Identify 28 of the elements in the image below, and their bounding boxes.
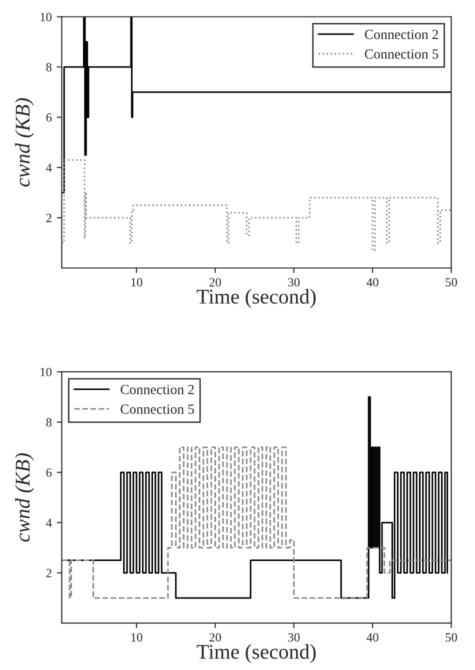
x-tick-label: 50 (446, 633, 458, 642)
y-tick-label: 4 (46, 518, 52, 527)
y-axis-title: cwnd (KB) (15, 98, 34, 187)
y-tick-label: 6 (46, 113, 52, 122)
y-tick-label: 4 (46, 164, 52, 172)
legend-label: Connection 5 (120, 404, 194, 414)
legend-label: Connection 5 (364, 49, 438, 59)
y-tick-label: 6 (46, 468, 52, 477)
legend-label: Connection 2 (364, 30, 438, 40)
y-tick-label: 8 (46, 418, 52, 427)
y-tick-label: 8 (46, 63, 52, 72)
x-axis-title: Time (second) (196, 644, 316, 664)
x-tick-label: 40 (366, 278, 378, 287)
x-tick-label: 20 (209, 278, 221, 287)
x-tick-label: 20 (209, 633, 221, 642)
y-axis-title: cwnd (KB) (15, 453, 34, 542)
x-tick-label: 10 (131, 633, 142, 642)
x-tick-label: 50 (446, 278, 458, 287)
y-tick-label: 2 (46, 568, 52, 578)
x-tick-label: 40 (366, 633, 378, 642)
legend-label: Connection 2 (120, 384, 194, 394)
y-tick-label: 10 (40, 12, 52, 22)
x-tick-label: 30 (288, 278, 300, 287)
x-axis-title: Time (second) (196, 289, 316, 308)
x-tick-label: 30 (288, 633, 300, 642)
x-tick-label: 10 (131, 278, 142, 287)
y-tick-label: 10 (40, 368, 52, 376)
y-tick-label: 2 (46, 214, 52, 222)
